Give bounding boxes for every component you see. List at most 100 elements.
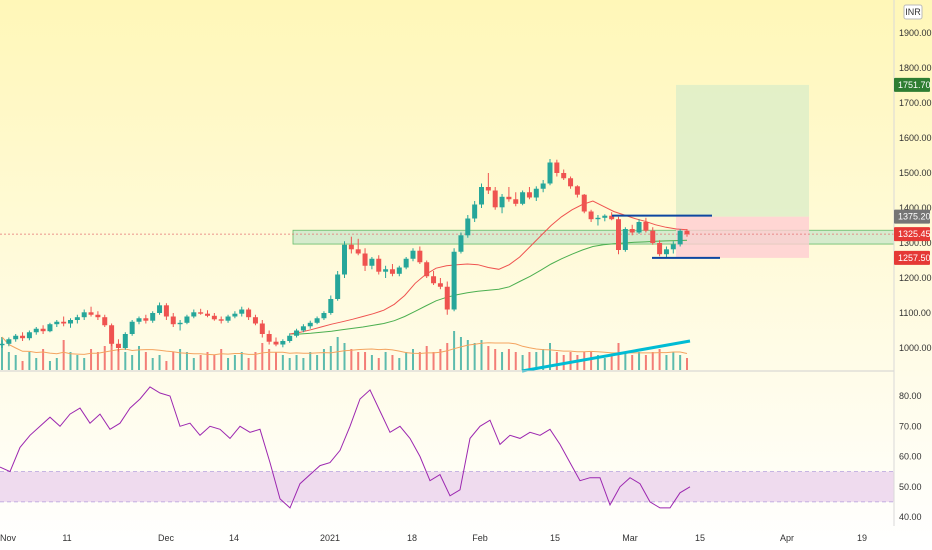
candle-body[interactable] [191,312,197,317]
candle-body[interactable] [458,235,464,252]
candle-body[interactable] [417,250,423,263]
candle-body[interactable] [437,283,443,287]
candle-body[interactable] [150,313,156,321]
candle-body[interactable] [595,217,601,220]
time-axis[interactable]: Nov 11 Dec 14 2021 18 Feb 15 Mar 15 Apr 19 [0,533,867,543]
candle-body[interactable] [170,316,176,325]
candle-body[interactable] [513,199,519,204]
candle-body[interactable] [520,192,526,204]
candle-body[interactable] [273,341,279,345]
candle-body[interactable] [211,315,217,320]
candle-body[interactable] [547,162,553,184]
candle-body[interactable] [20,335,26,339]
candle-body[interactable] [636,222,642,233]
candle-body[interactable] [616,219,621,250]
candle-body[interactable] [348,244,354,250]
candle-body[interactable] [95,314,101,318]
candle-body[interactable] [287,335,293,341]
candle-body[interactable] [444,286,450,310]
candle-body[interactable] [266,334,272,342]
candle-body[interactable] [143,318,149,321]
candle-body[interactable] [307,322,313,327]
candle-body[interactable] [609,215,615,220]
candle-body[interactable] [294,330,300,336]
candle-body[interactable] [650,230,656,243]
candle-body[interactable] [670,244,676,250]
candle-body[interactable] [677,230,683,245]
candle-body[interactable] [472,204,478,219]
price-pane[interactable] [0,84,895,373]
candle-body[interactable] [6,339,12,344]
candle-body[interactable] [109,325,115,344]
candle-body[interactable] [259,323,265,335]
candle-body[interactable] [321,313,327,319]
candle-body[interactable] [492,190,498,208]
candle-body[interactable] [157,305,163,313]
candle-body[interactable] [355,249,361,254]
candle-body[interactable] [129,321,135,334]
candle-body[interactable] [383,269,389,272]
rsi-axis[interactable]: 40.00 50.00 60.00 70.00 80.00 [899,391,922,522]
candle-body[interactable] [0,343,5,346]
candle-body[interactable] [177,322,183,325]
candle-body[interactable] [684,230,690,235]
candle-body[interactable] [68,320,73,324]
price-axis[interactable]: 1000.00 1100.00 1200.00 1300.00 1400.00 1500.… [899,28,932,353]
candle-body[interactable] [376,258,382,272]
candle-body[interactable] [218,319,224,321]
candle-body[interactable] [369,258,375,266]
candle-body[interactable] [13,335,19,340]
candle-body[interactable] [184,316,190,323]
candle-body[interactable] [403,258,409,268]
candle-body[interactable] [314,318,320,323]
candle-body[interactable] [33,328,39,333]
candle-body[interactable] [533,188,539,198]
candle-body[interactable] [588,211,594,220]
candle-body[interactable] [300,326,306,331]
candle-body[interactable] [88,312,94,315]
candle-body[interactable] [479,187,484,205]
candle-body[interactable] [74,317,80,320]
candle-body[interactable] [485,187,491,191]
currency-button[interactable]: INR [903,4,923,20]
candle-body[interactable] [629,229,635,233]
candle-body[interactable] [136,318,142,322]
candle-body[interactable] [239,309,245,314]
candle-body[interactable] [568,178,574,187]
candle-body[interactable] [225,316,231,321]
candle-body[interactable] [657,243,663,255]
candle-body[interactable] [54,321,60,325]
candle-body[interactable] [280,341,286,345]
candle-body[interactable] [122,334,128,348]
candle-body[interactable] [581,194,587,212]
candle-body[interactable] [252,317,258,324]
candle-body[interactable] [205,313,210,316]
candle-body[interactable] [396,267,402,274]
candle-body[interactable] [342,244,347,275]
candle-body[interactable] [102,317,108,326]
candle-body[interactable] [198,312,204,314]
candle-body[interactable] [554,162,560,174]
candle-body[interactable] [540,183,546,189]
candle-body[interactable] [506,196,512,200]
candle-body[interactable] [81,312,87,318]
candle-body[interactable] [643,222,649,231]
candle-body[interactable] [410,250,416,259]
candle-body[interactable] [499,196,505,208]
candle-body[interactable] [602,215,608,218]
candle-body[interactable] [47,324,53,332]
candle-body[interactable] [424,262,430,277]
candle-body[interactable] [232,313,238,317]
stop-zone[interactable] [676,216,809,258]
candle-body[interactable] [561,173,567,179]
candle-body[interactable] [246,309,252,318]
candle-body[interactable] [163,305,169,317]
volume-trend-line[interactable] [521,339,691,373]
candle-body[interactable] [574,186,580,195]
candle-body[interactable] [389,269,395,274]
target-zone[interactable] [676,84,809,217]
rsi-pane[interactable] [0,386,894,509]
candle-body[interactable] [26,332,32,339]
candle-body[interactable] [431,276,437,284]
